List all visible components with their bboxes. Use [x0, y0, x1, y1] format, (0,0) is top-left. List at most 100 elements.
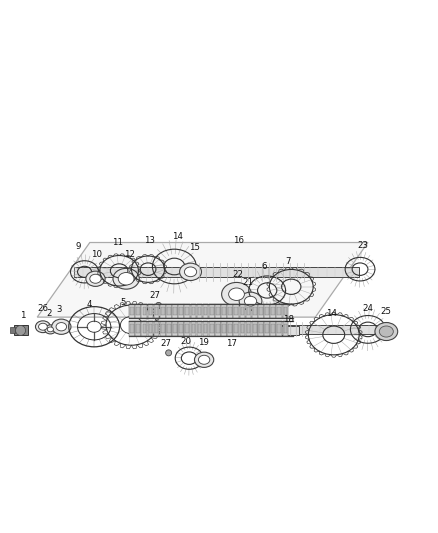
Bar: [283, 324, 287, 333]
Text: 1: 1: [20, 311, 25, 320]
Polygon shape: [37, 243, 368, 317]
Text: 9: 9: [75, 242, 81, 251]
Bar: [276, 321, 282, 336]
Bar: [160, 304, 166, 318]
Bar: [197, 321, 202, 336]
Ellipse shape: [198, 356, 210, 364]
Bar: [142, 306, 146, 316]
Bar: [148, 324, 152, 333]
Bar: [203, 304, 208, 318]
Ellipse shape: [90, 274, 101, 283]
Bar: [277, 324, 281, 333]
Bar: [264, 321, 270, 336]
Text: 10: 10: [91, 251, 102, 259]
Text: 15: 15: [188, 244, 200, 252]
Bar: [209, 321, 215, 336]
Bar: [216, 324, 220, 333]
Bar: [135, 304, 141, 318]
Bar: [215, 321, 221, 336]
Text: 27: 27: [160, 340, 171, 348]
Ellipse shape: [244, 296, 257, 306]
Bar: [233, 304, 239, 318]
Ellipse shape: [56, 322, 67, 331]
Bar: [221, 321, 227, 336]
Bar: [275, 326, 299, 335]
Bar: [240, 324, 244, 333]
Text: 13: 13: [144, 237, 155, 245]
Bar: [142, 324, 146, 333]
Bar: [227, 304, 233, 318]
Text: 20: 20: [180, 337, 192, 345]
Bar: [154, 304, 159, 318]
Bar: [179, 306, 183, 316]
Bar: [227, 321, 233, 336]
Bar: [283, 306, 287, 316]
Bar: [10, 327, 14, 334]
Text: 5: 5: [121, 298, 126, 307]
Bar: [173, 324, 177, 333]
Bar: [259, 306, 263, 316]
Ellipse shape: [184, 267, 197, 277]
Bar: [277, 306, 281, 316]
Bar: [270, 304, 276, 318]
Bar: [204, 324, 208, 333]
Bar: [221, 304, 227, 318]
Circle shape: [166, 350, 172, 356]
Text: 18: 18: [283, 316, 294, 324]
Bar: [184, 321, 190, 336]
Ellipse shape: [45, 325, 56, 334]
Bar: [155, 306, 159, 316]
Bar: [148, 306, 152, 316]
Bar: [74, 267, 359, 277]
Text: 3: 3: [57, 305, 62, 313]
Text: 21: 21: [242, 278, 253, 287]
Ellipse shape: [194, 352, 214, 367]
Text: 19: 19: [198, 338, 208, 347]
Text: 2: 2: [46, 309, 52, 318]
Ellipse shape: [375, 322, 398, 341]
Text: 11: 11: [112, 238, 123, 247]
Bar: [203, 321, 208, 336]
Bar: [173, 306, 177, 316]
Bar: [272, 325, 377, 334]
Bar: [204, 306, 208, 316]
Circle shape: [155, 302, 162, 309]
Ellipse shape: [222, 282, 251, 306]
Bar: [148, 304, 153, 318]
Bar: [210, 324, 214, 333]
Bar: [172, 321, 178, 336]
Bar: [252, 304, 258, 318]
Bar: [222, 324, 226, 333]
Bar: [253, 324, 257, 333]
Bar: [135, 321, 141, 336]
Bar: [161, 306, 165, 316]
Bar: [246, 304, 251, 318]
Text: 24: 24: [362, 304, 374, 312]
Bar: [166, 304, 172, 318]
Bar: [136, 306, 140, 316]
Ellipse shape: [39, 323, 47, 330]
Bar: [191, 304, 196, 318]
Bar: [240, 304, 245, 318]
Bar: [141, 321, 147, 336]
Bar: [265, 306, 269, 316]
Bar: [258, 321, 264, 336]
Bar: [198, 306, 201, 316]
Bar: [185, 306, 189, 316]
Bar: [252, 321, 258, 336]
Bar: [234, 324, 238, 333]
Bar: [167, 306, 171, 316]
Bar: [209, 304, 215, 318]
Bar: [247, 306, 251, 316]
Bar: [283, 321, 288, 336]
Bar: [148, 321, 153, 336]
Bar: [246, 321, 251, 336]
Bar: [233, 321, 239, 336]
Text: 23: 23: [357, 241, 368, 249]
Text: 17: 17: [226, 340, 237, 348]
Bar: [191, 306, 195, 316]
Bar: [265, 324, 269, 333]
Ellipse shape: [52, 319, 71, 334]
Bar: [240, 321, 245, 336]
Ellipse shape: [86, 271, 105, 286]
